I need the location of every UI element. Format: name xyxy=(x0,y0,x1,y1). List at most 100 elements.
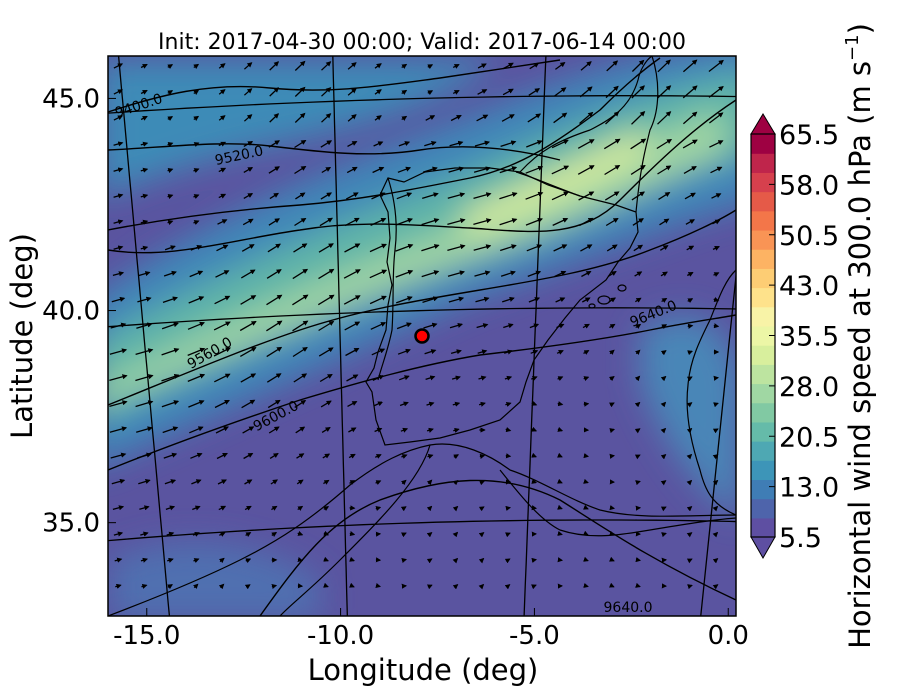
wind-arrow xyxy=(712,558,719,564)
wind-arrow xyxy=(294,139,307,149)
wind-arrow xyxy=(556,350,564,355)
wind-arrow xyxy=(453,454,460,460)
colorbar-over-extend xyxy=(750,113,776,135)
wind-arrow xyxy=(318,347,334,357)
wind-arrow xyxy=(322,453,331,459)
wind-arrow xyxy=(294,60,306,71)
meridian-line xyxy=(523,56,547,616)
wind-arrow xyxy=(661,532,667,538)
wind-arrow xyxy=(687,298,694,304)
colorbar-swatch xyxy=(751,268,775,289)
wind-arrow xyxy=(187,321,205,330)
wind-arrow xyxy=(319,217,333,227)
wind-arrow xyxy=(162,296,178,304)
wind-arrow xyxy=(343,269,361,279)
wind-arrow xyxy=(659,218,670,226)
wind-arrow xyxy=(709,140,724,148)
wind-arrow xyxy=(163,452,178,459)
wind-arrow xyxy=(426,532,433,538)
wind-arrow xyxy=(243,452,254,460)
wind-arrow xyxy=(140,531,149,537)
wind-arrow xyxy=(347,114,357,122)
wind-arrow xyxy=(348,453,356,459)
colorbar-swatch xyxy=(751,421,775,442)
wind-arrow xyxy=(578,191,595,201)
wind-arrow xyxy=(161,400,180,408)
wind-arrow xyxy=(271,583,278,589)
colorbar-tick-label: 5.5 xyxy=(779,523,822,554)
wind-arrow xyxy=(192,583,199,590)
wind-arrow xyxy=(426,584,433,590)
wind-arrow xyxy=(167,168,174,173)
wind-arrow xyxy=(268,426,280,434)
contour-line xyxy=(108,314,736,471)
wind-arrow xyxy=(710,166,723,174)
wind-arrow xyxy=(660,271,668,277)
wind-arrow xyxy=(266,320,283,332)
x-tick-label: -5.0 xyxy=(509,621,560,651)
wind-arrow xyxy=(113,193,124,199)
wind-arrow xyxy=(577,165,595,175)
contour-line xyxy=(108,59,561,113)
wind-arrow xyxy=(452,64,460,69)
wind-arrow xyxy=(345,347,360,357)
wind-arrow xyxy=(397,166,412,173)
parallel-line xyxy=(108,307,736,328)
wind-arrow xyxy=(531,426,538,432)
contour-line xyxy=(259,479,736,616)
wind-arrow xyxy=(449,322,464,329)
wind-arrow xyxy=(242,218,254,226)
colorbar-tick-label: 20.5 xyxy=(779,422,839,453)
contour-label: 9640.0 xyxy=(604,600,653,616)
wind-arrow xyxy=(474,140,490,147)
france-coastline xyxy=(519,56,659,213)
wind-arrow xyxy=(375,505,382,512)
meridian-line xyxy=(117,56,171,616)
wind-arrow xyxy=(557,478,563,484)
wind-arrow xyxy=(608,582,615,588)
wind-arrow xyxy=(114,557,123,563)
wind-arrow xyxy=(113,531,124,537)
wind-arrow xyxy=(557,557,564,563)
wind-arrow xyxy=(321,166,332,174)
wind-arrow xyxy=(240,269,256,279)
wind-arrow xyxy=(401,454,408,459)
wind-arrow xyxy=(713,375,720,381)
wind-arrow xyxy=(398,375,410,381)
colorbar-tick-label: 65.5 xyxy=(779,120,839,151)
wind-arrow xyxy=(270,479,278,485)
wind-arrow xyxy=(369,243,387,253)
colorbar-swatch xyxy=(751,479,775,500)
wind-arrow xyxy=(239,347,257,357)
wind-arrow xyxy=(269,113,280,123)
x-tick-label: -15.0 xyxy=(113,621,180,651)
algeria-coastline xyxy=(499,469,736,537)
wind-arrow xyxy=(630,138,647,150)
wind-arrow xyxy=(633,244,644,252)
wind-arrow xyxy=(293,373,308,383)
x-tick-label: 0.0 xyxy=(708,621,749,651)
wind-arrow xyxy=(682,139,698,149)
wind-arrow xyxy=(634,375,641,382)
wind-arrow xyxy=(111,478,126,485)
wind-arrow xyxy=(427,90,434,96)
wind-arrow xyxy=(525,165,544,174)
wind-arrow xyxy=(164,245,176,251)
wind-arrow xyxy=(135,348,154,356)
wind-arrow xyxy=(476,323,489,329)
wind-arrow xyxy=(347,141,358,147)
wind-arrow xyxy=(606,60,619,72)
wind-arrow xyxy=(452,479,459,486)
wind-arrow xyxy=(243,167,254,173)
wind-arrow xyxy=(266,346,283,358)
wind-arrow xyxy=(686,271,694,277)
colorbar-swatch xyxy=(751,153,775,173)
wind-arrow xyxy=(140,245,149,251)
wind-arrow xyxy=(192,505,201,511)
wind-arrow xyxy=(660,506,667,512)
colorbar-under-extend xyxy=(750,536,776,560)
wind-arrow xyxy=(609,375,615,382)
wind-arrow xyxy=(401,115,408,121)
colorbar-swatch xyxy=(751,229,775,250)
wind-arrow xyxy=(193,194,200,199)
